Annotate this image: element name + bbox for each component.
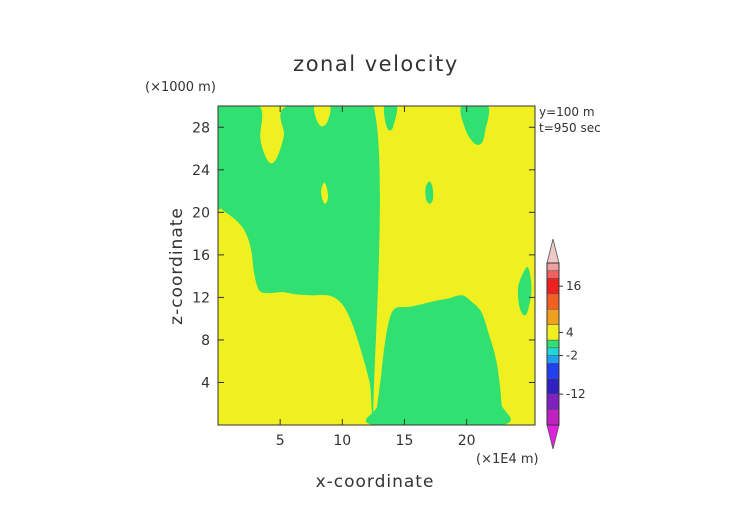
colorbar-tick-label: 4 bbox=[566, 325, 574, 339]
colorbar-segment bbox=[546, 293, 560, 310]
colorbar-segment bbox=[546, 355, 560, 364]
colorbar-segment bbox=[546, 324, 560, 341]
colorbar-segment bbox=[546, 409, 560, 426]
x-tick-label: 15 bbox=[396, 433, 414, 449]
y-axis-ticks: 4 8 12 16 20 24 28 bbox=[192, 120, 535, 391]
contour-region-green-right-top-a bbox=[383, 106, 398, 131]
colorbar-segment bbox=[546, 278, 560, 295]
y-tick-label: 16 bbox=[192, 248, 210, 264]
colorbar-frame bbox=[546, 262, 560, 426]
y-tick-label: 24 bbox=[192, 163, 210, 179]
x-tick-label: 10 bbox=[333, 433, 351, 449]
contour-region-green-right-top-b bbox=[460, 106, 490, 145]
x-axis-ticks: 5 10 15 20 bbox=[276, 106, 476, 449]
plot-area bbox=[217, 105, 536, 426]
y-tick-label: 12 bbox=[192, 290, 210, 306]
y-tick-label: 28 bbox=[192, 120, 210, 136]
colorbar: 16 4 -2 -12 bbox=[546, 238, 586, 450]
colorbar-segment bbox=[546, 393, 560, 410]
contour-region-yellow-left-blob bbox=[321, 182, 329, 204]
colorbar-segment bbox=[546, 378, 560, 395]
contour-region-green-right-blob-2 bbox=[517, 267, 532, 316]
colorbar-bottom-arrow bbox=[546, 424, 560, 450]
colorbar-segment bbox=[546, 347, 560, 356]
y-tick-label: 4 bbox=[201, 375, 210, 391]
x-tick-label: 20 bbox=[458, 433, 476, 449]
contour-region-green-right-bottom bbox=[366, 295, 511, 425]
x-unit-label: (×1E4 m) bbox=[476, 452, 539, 467]
y-tick-label: 20 bbox=[192, 205, 210, 221]
chart-title: zonal velocity bbox=[293, 52, 459, 76]
y-unit-label: (×1000 m) bbox=[145, 80, 216, 95]
colorbar-tick-label: 16 bbox=[566, 279, 581, 293]
contour-region-green-right-blob-1 bbox=[425, 181, 434, 204]
colorbar-segment bbox=[546, 309, 560, 325]
x-axis-label: x-coordinate bbox=[316, 472, 435, 492]
colorbar-tick-label: -2 bbox=[566, 349, 578, 363]
contour-region-yellow-left-island bbox=[314, 106, 331, 127]
colorbar-segment bbox=[546, 363, 560, 379]
colorbar-segment bbox=[546, 270, 560, 279]
colorbar-segment bbox=[546, 262, 560, 271]
annotation-y-position: y=100 m bbox=[539, 105, 595, 119]
colorbar-top-arrow bbox=[546, 238, 560, 264]
y-axis-label: z-coordinate bbox=[167, 207, 187, 325]
contour-region-green-left bbox=[218, 106, 380, 423]
y-tick-label: 8 bbox=[201, 333, 210, 349]
x-tick-label: 5 bbox=[276, 433, 285, 449]
colorbar-tick-label: -12 bbox=[566, 387, 586, 401]
colorbar-segment bbox=[546, 339, 560, 349]
plot-frame bbox=[217, 105, 536, 426]
annotation-time: t=950 sec bbox=[539, 121, 601, 135]
